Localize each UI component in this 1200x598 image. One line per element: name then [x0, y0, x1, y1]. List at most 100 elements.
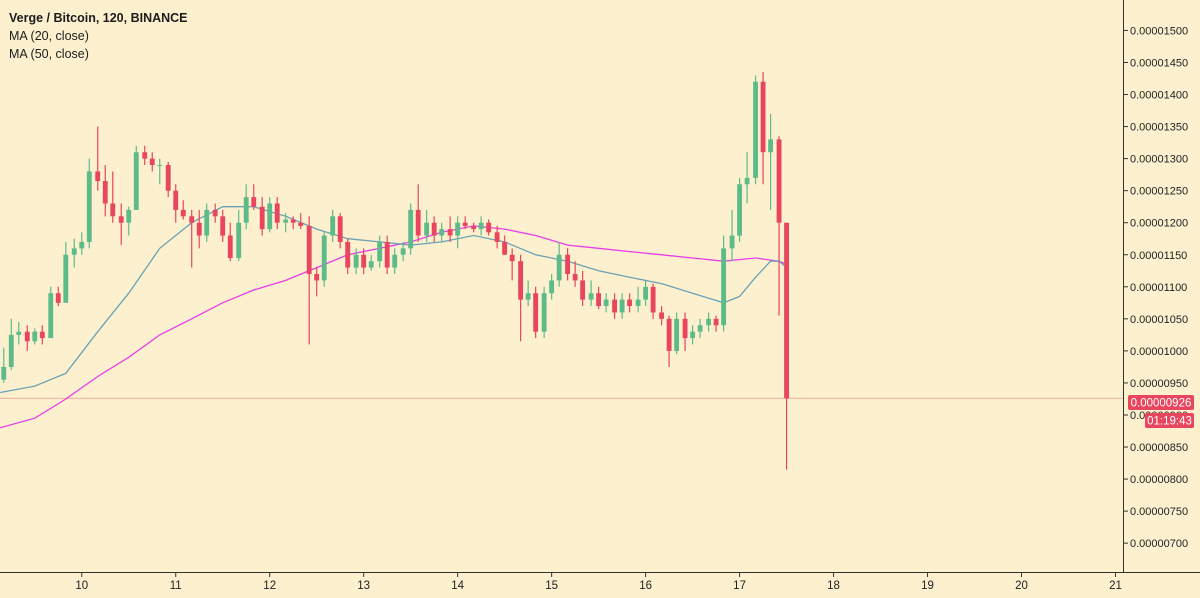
candle-down[interactable]	[533, 286, 539, 339]
candle-down[interactable]	[784, 222, 789, 470]
candle-down[interactable]	[24, 325, 30, 351]
candle-down[interactable]	[447, 216, 453, 242]
candle-down[interactable]	[212, 203, 218, 223]
candle-up[interactable]	[353, 248, 359, 274]
candle-up[interactable]	[541, 286, 547, 339]
candle-up[interactable]	[126, 206, 132, 236]
ma50-legend-label[interactable]: MA (50, close)	[9, 47, 89, 61]
candle-down[interactable]	[180, 200, 186, 220]
candle-down[interactable]	[196, 209, 202, 249]
candle-down[interactable]	[431, 216, 437, 242]
candle-up[interactable]	[549, 273, 555, 300]
candle-up[interactable]	[400, 241, 406, 262]
candle-down[interactable]	[650, 283, 656, 319]
candle-up[interactable]	[424, 209, 430, 242]
candle-down[interactable]	[149, 152, 155, 172]
candle-up[interactable]	[204, 203, 210, 242]
candle-up[interactable]	[368, 254, 374, 271]
symbol-title[interactable]: Verge / Bitcoin, 120, BINANCE	[9, 11, 188, 25]
candle-down[interactable]	[165, 161, 171, 198]
candle-down[interactable]	[274, 197, 280, 230]
candle-up[interactable]	[525, 280, 531, 307]
candle-up[interactable]	[706, 312, 711, 332]
candle-down[interactable]	[682, 312, 688, 351]
candle-down[interactable]	[659, 306, 665, 326]
candle-down[interactable]	[713, 315, 719, 332]
candle-down[interactable]	[298, 213, 304, 230]
candle-down[interactable]	[227, 222, 233, 262]
candle-up[interactable]	[392, 248, 398, 274]
candle-down[interactable]	[39, 325, 45, 345]
candle-up[interactable]	[71, 238, 77, 268]
candle-up[interactable]	[283, 213, 289, 233]
candle-up[interactable]	[8, 318, 14, 371]
candle-down[interactable]	[142, 145, 148, 166]
candle-up[interactable]	[377, 235, 383, 268]
candle-down[interactable]	[290, 216, 296, 230]
candle-down[interactable]	[760, 72, 766, 185]
candle-down[interactable]	[462, 216, 468, 230]
candle-down[interactable]	[251, 184, 257, 210]
candle-up[interactable]	[635, 286, 641, 313]
candle-up[interactable]	[478, 216, 484, 236]
candle-up[interactable]	[556, 241, 562, 287]
candle-down[interactable]	[486, 219, 492, 236]
candle-up[interactable]	[408, 203, 414, 255]
candle-down[interactable]	[565, 248, 571, 281]
candle-up[interactable]	[690, 325, 696, 345]
candle-down[interactable]	[259, 197, 265, 236]
candle-up[interactable]	[588, 280, 594, 307]
candle-down[interactable]	[518, 254, 524, 342]
candle-up[interactable]	[330, 209, 336, 242]
candle-down[interactable]	[110, 171, 116, 223]
candle-up[interactable]	[753, 75, 758, 185]
candle-down[interactable]	[666, 315, 672, 367]
candle-down[interactable]	[306, 216, 312, 345]
candle-up[interactable]	[737, 177, 743, 242]
candle-up[interactable]	[267, 197, 273, 233]
candle-down[interactable]	[415, 184, 421, 242]
candle-up[interactable]	[157, 158, 163, 185]
candle-up[interactable]	[697, 318, 703, 339]
candle-up[interactable]	[603, 293, 609, 313]
candle-up[interactable]	[768, 113, 774, 210]
candle-up[interactable]	[619, 293, 625, 319]
candle-up[interactable]	[1, 347, 7, 383]
candle-up[interactable]	[744, 152, 750, 204]
candle-up[interactable]	[674, 312, 680, 355]
candle-up[interactable]	[32, 328, 38, 345]
candle-down[interactable]	[173, 184, 179, 223]
ma20-legend-label[interactable]: MA (20, close)	[9, 29, 89, 43]
candle-up[interactable]	[236, 209, 242, 262]
candle-down[interactable]	[612, 293, 618, 319]
candle-down[interactable]	[102, 165, 108, 217]
candle-down[interactable]	[509, 248, 515, 281]
candle-down[interactable]	[361, 248, 367, 274]
candle-up[interactable]	[86, 158, 92, 249]
candle-up[interactable]	[48, 286, 54, 339]
candle-down[interactable]	[627, 293, 633, 313]
candle-down[interactable]	[118, 203, 124, 246]
candle-down[interactable]	[345, 238, 351, 274]
candle-down[interactable]	[580, 270, 586, 307]
candle-down[interactable]	[776, 136, 782, 316]
candle-up[interactable]	[439, 222, 445, 242]
candle-down[interactable]	[502, 235, 508, 255]
candle-down[interactable]	[471, 222, 477, 233]
candle-down[interactable]	[337, 213, 343, 249]
candle-up[interactable]	[79, 232, 85, 255]
candle-down[interactable]	[314, 267, 320, 297]
candle-up[interactable]	[133, 145, 139, 210]
candle-up[interactable]	[63, 241, 69, 303]
candle-down[interactable]	[494, 225, 500, 249]
candle-down[interactable]	[55, 286, 61, 307]
candle-down[interactable]	[572, 261, 578, 287]
candle-down[interactable]	[189, 209, 195, 268]
candle-down[interactable]	[220, 209, 226, 242]
candle-down[interactable]	[596, 286, 602, 310]
candle-up[interactable]	[321, 232, 327, 287]
candle-up[interactable]	[16, 322, 22, 345]
candle-down[interactable]	[95, 126, 101, 191]
candle-down[interactable]	[384, 235, 390, 274]
